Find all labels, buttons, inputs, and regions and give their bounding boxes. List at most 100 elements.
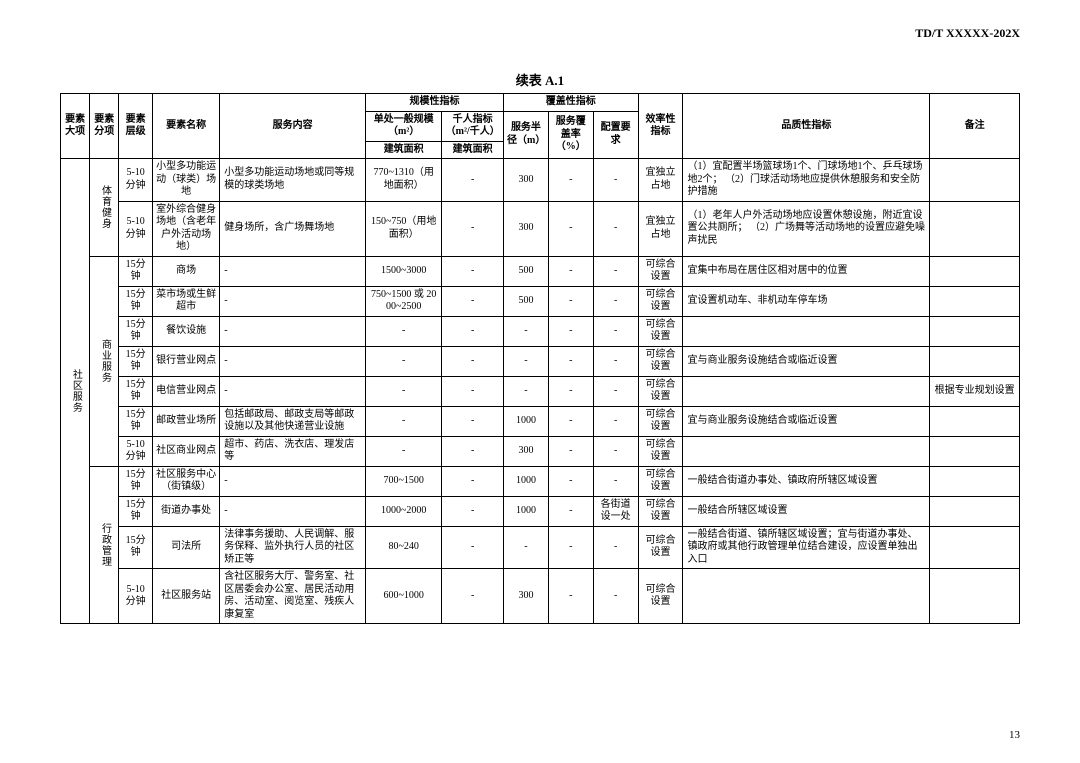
- cell-remark: [930, 526, 1020, 569]
- cell-remark: [930, 346, 1020, 376]
- cell-scale: 150~750（用地面积）: [366, 201, 442, 256]
- cell-content: -: [220, 466, 366, 496]
- th-scale: 单处一般规模（m²）: [366, 111, 442, 141]
- cell-cover: -: [548, 256, 593, 286]
- cell-thousand: -: [442, 569, 504, 624]
- table-row: 15分钟菜市场或生鲜超市-750~1500 或 2000~2500-500--可…: [61, 286, 1020, 316]
- cell-level: 15分钟: [119, 526, 153, 569]
- cell-level: 5-10分钟: [119, 436, 153, 466]
- cell-remark: [930, 569, 1020, 624]
- planning-table: 要素大项 要素分项 要素层级 要素名称 服务内容 规模性指标 覆盖性指标 效率性…: [60, 93, 1020, 624]
- cell-radius: 1000: [504, 466, 549, 496]
- cell-radius: 300: [504, 436, 549, 466]
- cell-remark: [930, 466, 1020, 496]
- cell-radius: 300: [504, 569, 549, 624]
- cell-eff: 宜独立占地: [638, 201, 683, 256]
- cell-quality: 一般结合街道、镇所辖区域设置；宜与街道办事处、镇政府或其他行政管理单位结合建设，…: [683, 526, 930, 569]
- cell-name: 室外综合健身场地（含老年户外活动场地）: [152, 201, 219, 256]
- cell-content: 小型多功能运动场地或同等规模的球类场地: [220, 159, 366, 202]
- cell-config: -: [593, 159, 638, 202]
- th-eff: 效率性指标: [638, 94, 683, 159]
- cell-remark: [930, 436, 1020, 466]
- th-cover-rate: 服务覆盖率（%）: [548, 111, 593, 159]
- table-row: 15分钟街道办事处-1000~2000-1000-各街道设一处可综合设置一般结合…: [61, 496, 1020, 526]
- cell-level: 5-10分钟: [119, 569, 153, 624]
- cell-config: -: [593, 569, 638, 624]
- cell-level: 5-10分钟: [119, 159, 153, 202]
- cell-name: 小型多功能运动（球类）场地: [152, 159, 219, 202]
- th-thousand: 千人指标（m²/千人）: [442, 111, 504, 141]
- cell-cover: -: [548, 526, 593, 569]
- cell-quality: （1）宜配置半场篮球场1个、门球场地1个、乒乓球场地2个； （2）门球活动场地应…: [683, 159, 930, 202]
- table-row: 15分钟邮政营业场所包括邮政局、邮政支局等邮政设施以及其他快递营业设施--100…: [61, 406, 1020, 436]
- cell-cover: -: [548, 316, 593, 346]
- cell-quality: （1）老年人户外活动场地应设置休憩设施，附近宜设置公共厕所； （2）广场舞等活动…: [683, 201, 930, 256]
- cell-quality: 宜与商业服务设施结合或临近设置: [683, 346, 930, 376]
- cell-radius: -: [504, 526, 549, 569]
- cell-scale: -: [366, 406, 442, 436]
- cell-name: 社区商业网点: [152, 436, 219, 466]
- table-row: 5-10分钟社区服务站含社区服务大厅、警务室、社区居委会办公室、居民活动用房、活…: [61, 569, 1020, 624]
- cell-radius: 1000: [504, 496, 549, 526]
- cell-name: 社区服务中心（街镇级）: [152, 466, 219, 496]
- cell-name: 菜市场或生鲜超市: [152, 286, 219, 316]
- th-radius: 服务半径（m）: [504, 111, 549, 159]
- cell-eff: 可综合设置: [638, 346, 683, 376]
- cell-cover: -: [548, 496, 593, 526]
- cell-level: 5-10分钟: [119, 201, 153, 256]
- cell-eff: 可综合设置: [638, 526, 683, 569]
- cell-thousand: -: [442, 496, 504, 526]
- table-row: 行政管理15分钟社区服务中心（街镇级）-700~1500-1000--可综合设置…: [61, 466, 1020, 496]
- cell-level: 15分钟: [119, 286, 153, 316]
- cell-radius: 1000: [504, 406, 549, 436]
- cell-name: 司法所: [152, 526, 219, 569]
- cell-remark: [930, 406, 1020, 436]
- cell-scale: -: [366, 316, 442, 346]
- cell-eff: 可综合设置: [638, 436, 683, 466]
- cell-scale: -: [366, 376, 442, 406]
- cell-eff: 可综合设置: [638, 316, 683, 346]
- cell-name: 电信营业网点: [152, 376, 219, 406]
- sub-cell: 行政管理: [90, 466, 119, 624]
- th-name: 要素名称: [152, 94, 219, 159]
- cell-radius: 300: [504, 201, 549, 256]
- cell-quality: 一般结合街道办事处、镇政府所辖区域设置: [683, 466, 930, 496]
- table-row: 社区服务体育健身5-10分钟小型多功能运动（球类）场地小型多功能运动场地或同等规…: [61, 159, 1020, 202]
- cell-thousand: -: [442, 256, 504, 286]
- cell-thousand: -: [442, 526, 504, 569]
- th-remark: 备注: [930, 94, 1020, 159]
- cell-radius: -: [504, 346, 549, 376]
- cell-level: 15分钟: [119, 346, 153, 376]
- cell-content: -: [220, 316, 366, 346]
- th-quality: 品质性指标: [683, 94, 930, 159]
- th-thousand-sub: 建筑面积: [442, 141, 504, 159]
- cell-eff: 可综合设置: [638, 286, 683, 316]
- cell-content: 含社区服务大厅、警务室、社区居委会办公室、居民活动用房、活动室、阅览室、残疾人康…: [220, 569, 366, 624]
- cell-thousand: -: [442, 346, 504, 376]
- table-body: 社区服务体育健身5-10分钟小型多功能运动（球类）场地小型多功能运动场地或同等规…: [61, 159, 1020, 624]
- cell-level: 15分钟: [119, 406, 153, 436]
- cell-config: -: [593, 376, 638, 406]
- cell-eff: 可综合设置: [638, 466, 683, 496]
- cell-config: -: [593, 436, 638, 466]
- cell-name: 银行营业网点: [152, 346, 219, 376]
- cell-name: 社区服务站: [152, 569, 219, 624]
- cell-quality: [683, 376, 930, 406]
- cell-content: -: [220, 256, 366, 286]
- cell-scale: -: [366, 346, 442, 376]
- table-head: 要素大项 要素分项 要素层级 要素名称 服务内容 规模性指标 覆盖性指标 效率性…: [61, 94, 1020, 159]
- cell-name: 街道办事处: [152, 496, 219, 526]
- cell-eff: 宜独立占地: [638, 159, 683, 202]
- cell-config: -: [593, 526, 638, 569]
- cell-eff: 可综合设置: [638, 569, 683, 624]
- cell-remark: [930, 286, 1020, 316]
- cell-remark: 根据专业规划设置: [930, 376, 1020, 406]
- cell-radius: -: [504, 316, 549, 346]
- th-cover-group: 覆盖性指标: [504, 94, 639, 112]
- cell-content: -: [220, 496, 366, 526]
- cell-remark: [930, 159, 1020, 202]
- doc-id: TD/T XXXXX-202X: [915, 26, 1020, 41]
- table-row: 15分钟电信营业网点------可综合设置根据专业规划设置: [61, 376, 1020, 406]
- cell-content: 健身场所，含广场舞场地: [220, 201, 366, 256]
- cell-scale: 80~240: [366, 526, 442, 569]
